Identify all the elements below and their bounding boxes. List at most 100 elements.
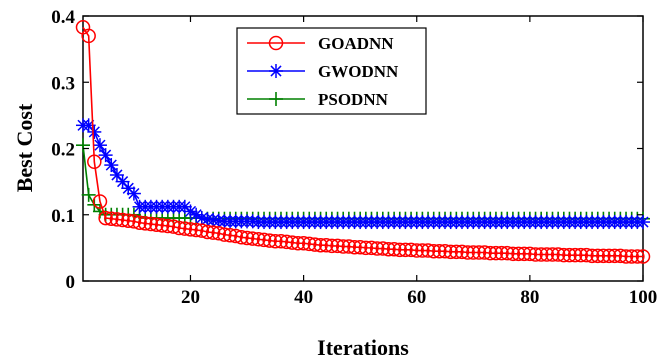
data-point [132,215,147,230]
data-point [613,248,628,264]
data-point [92,138,107,153]
legend-item-psodnn: PSODNN [247,90,389,109]
data-point [217,227,232,242]
data-point [324,238,340,254]
data-point [426,243,441,259]
data-point [318,237,334,253]
legend-label: GWODNN [318,62,399,81]
data-point [154,218,170,233]
legend-marker [268,35,284,51]
data-point [341,239,357,254]
data-point [630,249,645,264]
data-point [409,243,424,258]
data-point [228,228,243,244]
data-point [556,247,572,263]
data-point [386,241,402,257]
data-point [160,218,176,234]
data-point [285,235,300,250]
data-point [636,215,650,230]
series-layer [75,20,651,264]
data-point [607,248,622,264]
data-point [81,28,96,44]
data-point [104,211,119,226]
data-point [290,235,306,251]
data-point [483,245,498,261]
data-point [200,224,215,240]
legend-marker [269,92,283,106]
data-point [449,244,464,260]
data-point [471,245,487,260]
data-point [109,212,125,227]
data-point [528,247,543,262]
data-point [522,246,538,262]
data-point [115,174,130,189]
data-point [516,246,532,262]
data-point [635,249,651,264]
data-point [98,148,113,163]
data-point [584,248,600,264]
data-point [381,241,396,257]
data-point [104,158,119,173]
data-point [398,242,413,258]
data-point [601,248,617,264]
data-point [143,216,159,232]
legend: GOADNN GWODNN PSODNN [236,27,427,115]
y-tick-label: 0.1 [51,206,75,227]
data-point [234,230,249,245]
data-point [562,247,577,263]
legend-marker [269,64,283,78]
x-tick-label: 40 [294,287,313,308]
legend-label: GOADNN [318,34,394,53]
data-point [477,245,492,260]
data-point [251,232,266,247]
data-point [87,154,102,169]
data-point [166,219,181,234]
data-point [432,243,447,259]
y-axis-ticks: 0 0.1 0.2 0.3 0.4 [51,7,643,293]
data-point [98,210,113,226]
data-point [115,212,130,228]
data-point [352,239,368,255]
y-tick-label: 0.2 [51,140,75,161]
data-point [313,237,328,253]
data-point [488,245,504,261]
data-point [194,223,210,238]
data-point [443,244,458,260]
data-point [335,239,351,254]
data-point [177,199,192,214]
data-point [437,243,453,259]
data-point [358,240,374,256]
data-point [460,245,475,260]
data-point [279,234,294,250]
data-point [466,245,481,260]
data-point [545,247,560,262]
data-point [296,235,311,251]
data-point [618,249,634,264]
data-point [183,222,198,237]
data-point [392,242,408,258]
data-point [505,246,521,262]
x-axis-label: Iterations [317,335,409,358]
x-tick-label: 80 [520,287,539,308]
data-point [256,232,272,248]
x-tick-label: 20 [181,287,200,308]
data-point [420,243,436,258]
data-point [81,187,96,202]
data-point [375,241,391,256]
data-point [177,221,193,236]
data-point [499,245,515,261]
data-point [245,231,260,246]
data-point [533,247,549,262]
series-goadnn [75,20,651,264]
data-point [87,124,102,139]
data-point [205,225,221,240]
data-point [76,138,90,153]
data-point [126,214,142,229]
data-point [126,186,141,201]
data-point [415,243,430,258]
data-point [268,234,283,249]
x-tick-label: 100 [629,287,658,308]
legend-item-goadnn: GOADNN [247,34,394,53]
legend-item-gwodnn: GWODNN [247,62,399,81]
